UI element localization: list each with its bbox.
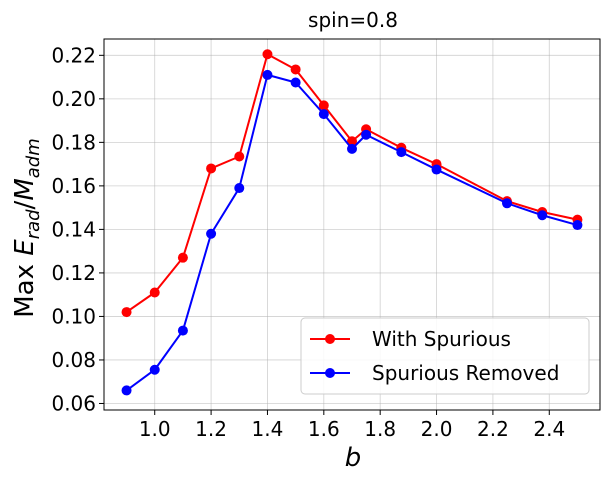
data-point-spurious-removed: [347, 143, 357, 154]
data-point-with-spurious: [318, 100, 329, 111]
x-tick-label: 1.6: [308, 417, 340, 441]
data-point-spurious-removed: [262, 69, 273, 80]
y-axis-ticks: 0.06 0.08 0.10 0.12 0.14 0.16 0.18 0.20 0.22: [51, 43, 104, 415]
data-point-spurious-removed: [177, 325, 188, 336]
x-tick-label: 2.4: [533, 417, 565, 441]
data-point-spurious-removed: [431, 164, 442, 175]
x-axis-label: b: [345, 443, 362, 473]
data-point-spurious-removed: [318, 109, 329, 120]
legend-box: [300, 317, 590, 395]
data-point-spurious-removed: [396, 147, 407, 158]
y-tick-label: 0.20: [51, 87, 96, 111]
y-tick-label: 0.12: [51, 261, 96, 285]
x-tick-label: 1.8: [364, 417, 396, 441]
data-point-spurious-removed: [572, 220, 583, 231]
y-tick-label: 0.16: [51, 174, 96, 198]
data-point-with-spurious: [177, 252, 188, 263]
data-point-spurious-removed: [502, 198, 512, 209]
legend-label-spurious-removed: Spurious Removed: [372, 361, 559, 385]
y-tick-label: 0.14: [51, 217, 96, 241]
y-tick-label: 0.22: [51, 43, 96, 67]
y-tick-label: 0.08: [51, 348, 96, 372]
y-tick-label: 0.06: [51, 391, 96, 415]
x-axis-ticks: 1.0 1.2 1.4 1.6 1.8 2.0 2.2 2.4: [139, 410, 565, 441]
data-point-with-spurious: [262, 49, 273, 60]
y-tick-label: 0.10: [51, 304, 96, 328]
series-with-spurious: [121, 49, 583, 318]
series-line-with-spurious: [125, 53, 578, 313]
data-point-spurious-removed: [537, 210, 548, 221]
x-tick-label: 2.2: [477, 417, 509, 441]
x-tick-label: 2.0: [421, 417, 453, 441]
series-spurious-removed: [121, 69, 583, 396]
data-point-spurious-removed: [121, 385, 132, 396]
series-layer: [121, 49, 583, 396]
data-point-with-spurious: [149, 287, 160, 298]
legend-marker-with-spurious: [325, 334, 335, 344]
data-point-spurious-removed: [234, 183, 245, 194]
data-point-with-spurious: [290, 64, 301, 75]
x-tick-label: 1.0: [139, 417, 171, 441]
x-tick-label: 1.2: [195, 417, 227, 441]
data-point-spurious-removed: [206, 228, 217, 239]
legend-label-with-spurious: With Spurious: [372, 327, 511, 351]
data-point-with-spurious: [121, 307, 132, 318]
data-point-spurious-removed: [290, 77, 301, 88]
data-point-spurious-removed: [149, 364, 160, 375]
legend-marker-spurious-removed: [325, 368, 335, 378]
data-point-spurious-removed: [361, 129, 372, 140]
data-point-with-spurious: [234, 151, 245, 162]
plot-frame: [103, 38, 601, 411]
x-tick-label: 1.4: [252, 417, 284, 441]
y-axis-label: Max Erad/Madm: [10, 138, 44, 318]
data-point-with-spurious: [206, 163, 217, 174]
chart-title: spin=0.8: [308, 8, 398, 32]
data-point-with-spurious: [347, 136, 357, 147]
y-tick-label: 0.18: [51, 130, 96, 154]
legend: With Spurious Spurious Removed: [300, 317, 590, 395]
